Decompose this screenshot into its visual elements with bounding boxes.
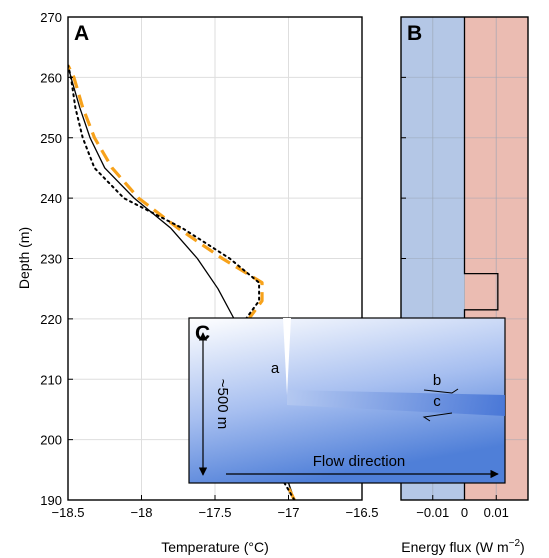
panel-a-xlabel: Temperature (°C) <box>161 539 269 555</box>
panel-a-ticks: −18.5 −18 −17.5 −17 −16.5 190 200 210 220 230 240 2… <box>40 10 378 520</box>
panel-a-xtick-label: −17 <box>277 505 299 520</box>
inset-c: C a b c ~500 m Flow direction <box>188 317 506 484</box>
panel-a-letter: A <box>74 22 89 45</box>
panel-a-ytick-label: 270 <box>40 10 62 25</box>
panel-b-letter: B <box>407 22 422 45</box>
panel-a-xtick-label: −17.5 <box>199 505 232 520</box>
inset-crevasse <box>283 318 291 395</box>
inset-flow-label: Flow direction <box>313 453 406 470</box>
panel-a-ytick-label: 260 <box>40 70 62 85</box>
panel-b-xlabel-sup: −2 <box>509 538 521 549</box>
panel-a-grid <box>67 16 363 501</box>
panel-a-xtick-label: −18.5 <box>52 505 85 520</box>
inset-arrow-b <box>423 388 459 394</box>
inset-channel <box>287 390 505 416</box>
panel-a-ylabel: Depth (m) <box>16 227 32 289</box>
inset-depth-label: ~500 m <box>214 379 231 429</box>
panel-a-ytick-label: 220 <box>40 312 62 327</box>
panel-a-xtick-label: −18 <box>130 505 152 520</box>
panel-b-xtick-label: 0 <box>461 505 468 520</box>
inset-label-c: c <box>433 393 441 410</box>
panel-a-xtick-label: −16.5 <box>346 505 379 520</box>
panel-b-xtick-label: −0.01 <box>416 505 449 520</box>
inset-label-a: a <box>271 360 280 377</box>
panel-b-xlabel-end: ) <box>520 539 525 555</box>
panel-b-ticks: −0.01 0 0.01 <box>401 16 509 520</box>
panel-a-ytick-label: 250 <box>40 131 62 146</box>
panel-a-ytick-label: 200 <box>40 433 62 448</box>
inset-label-b: b <box>433 372 441 389</box>
panel-b-xlabel: Energy flux (W m−2) <box>401 538 524 555</box>
panel-b-xlabel-main: Energy flux (W m <box>401 539 508 555</box>
inset-arrow-c <box>422 412 453 422</box>
panel-b-xtick-label: 0.01 <box>484 505 509 520</box>
panel-a-ytick-label: 210 <box>40 372 62 387</box>
panel-a-ytick-label: 230 <box>40 252 62 267</box>
panel-a-ytick-label: 190 <box>40 493 62 508</box>
panel-a-ytick-label: 240 <box>40 191 62 206</box>
